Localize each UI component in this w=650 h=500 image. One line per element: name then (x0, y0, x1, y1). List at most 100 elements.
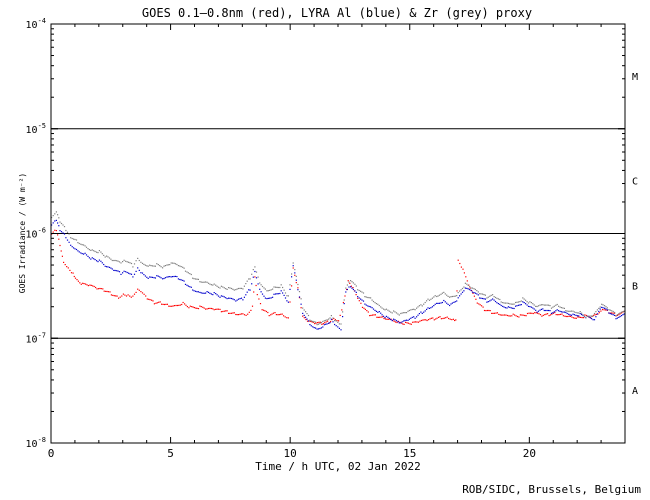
data-point (338, 320, 340, 322)
data-point (91, 257, 93, 259)
data-point (281, 313, 283, 315)
data-point (532, 303, 534, 305)
data-point (431, 306, 433, 308)
data-point (614, 312, 616, 314)
data-point (357, 289, 359, 291)
data-point (383, 315, 385, 317)
data-point (210, 293, 212, 295)
data-point (319, 322, 321, 325)
data-point (602, 307, 604, 309)
data-point (132, 266, 134, 268)
x-axis-label: Time / h UTC, 02 Jan 2022 (255, 460, 421, 473)
data-point (216, 285, 218, 287)
data-point (502, 302, 504, 304)
data-point (233, 299, 235, 301)
data-point (523, 302, 525, 304)
data-point (358, 297, 360, 299)
data-point (546, 309, 548, 312)
data-point (477, 294, 479, 296)
data-point (126, 271, 128, 274)
data-point (616, 314, 618, 316)
data-point (560, 307, 563, 309)
data-point (594, 314, 596, 316)
data-point (518, 316, 520, 318)
data-point (571, 316, 573, 318)
data-point (212, 294, 214, 296)
data-point (568, 315, 570, 317)
data-point (112, 294, 114, 296)
data-point (76, 279, 78, 281)
data-point (368, 297, 370, 299)
data-point (315, 322, 317, 324)
data-point (520, 300, 522, 302)
data-point (261, 309, 263, 311)
data-point (344, 295, 346, 297)
data-point (420, 311, 422, 313)
data-point (487, 301, 489, 303)
data-point (200, 306, 202, 308)
data-point (463, 272, 465, 274)
data-point (74, 277, 77, 279)
data-point (387, 316, 389, 318)
data-point (346, 284, 348, 286)
data-point (213, 292, 215, 294)
data-point (568, 310, 570, 312)
data-point (92, 285, 94, 287)
data-point (443, 317, 445, 319)
data-point (414, 309, 416, 311)
data-point (162, 303, 164, 305)
data-point (289, 288, 291, 290)
data-point (149, 264, 151, 266)
data-point (379, 316, 381, 318)
data-point (528, 312, 530, 314)
data-point (106, 255, 108, 257)
data-point (129, 262, 131, 264)
data-point (604, 307, 606, 309)
data-point (480, 297, 482, 299)
data-point (242, 288, 244, 290)
data-point (155, 302, 157, 304)
data-point (403, 312, 405, 314)
data-point (545, 304, 547, 306)
data-point (457, 259, 459, 261)
data-point (525, 299, 527, 301)
data-point (140, 272, 142, 274)
data-point (97, 288, 100, 290)
data-point (611, 313, 613, 315)
data-point (544, 314, 546, 316)
data-point (381, 314, 383, 316)
data-point (408, 318, 410, 320)
data-point (283, 294, 285, 296)
data-point (476, 302, 478, 304)
data-point (60, 222, 63, 225)
data-point (149, 299, 151, 301)
data-point (270, 297, 272, 299)
data-point (176, 263, 178, 266)
data-point (511, 315, 513, 317)
data-point (113, 295, 115, 297)
data-point (240, 287, 243, 289)
data-point (113, 259, 115, 262)
data-point (274, 286, 277, 288)
flare-class-b: B (632, 281, 638, 292)
data-point (75, 239, 78, 241)
data-point (310, 320, 312, 322)
data-point (323, 324, 325, 326)
data-point (128, 261, 130, 263)
data-point (561, 313, 563, 315)
data-point (62, 232, 64, 234)
data-point (404, 312, 406, 314)
data-point (63, 226, 66, 228)
data-point (191, 306, 193, 308)
data-point (398, 314, 400, 316)
data-point (519, 304, 521, 306)
data-point (367, 305, 369, 307)
data-point (157, 264, 159, 266)
data-point (530, 306, 532, 308)
data-point (174, 275, 177, 277)
data-point (121, 295, 123, 297)
data-point (369, 315, 371, 317)
data-point (391, 312, 393, 314)
data-point (483, 309, 486, 312)
data-point (536, 311, 538, 313)
